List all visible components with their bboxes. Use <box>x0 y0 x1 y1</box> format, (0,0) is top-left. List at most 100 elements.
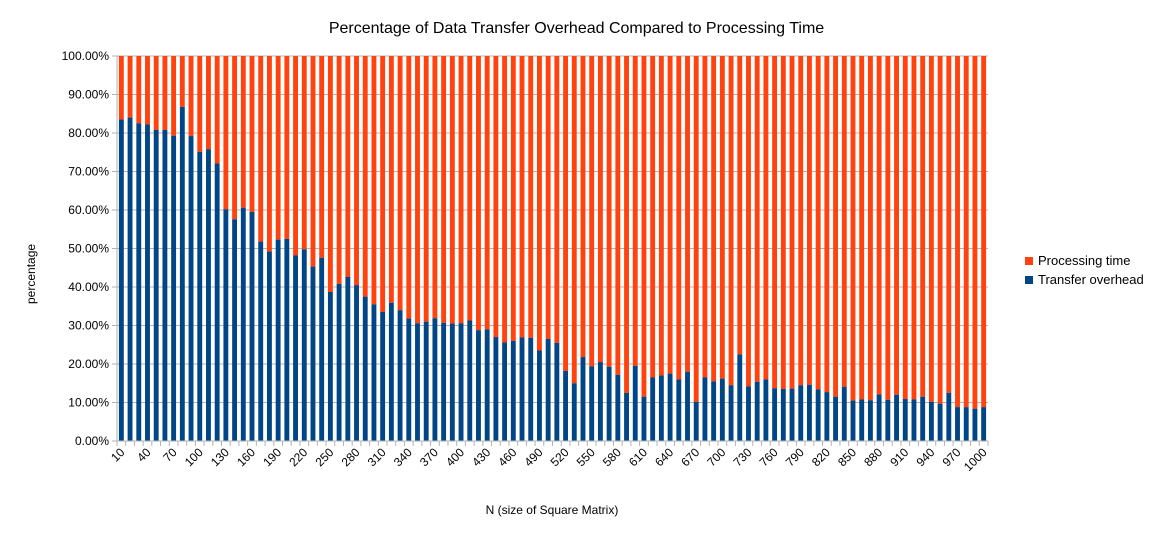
bar-transfer-overhead <box>406 318 412 441</box>
bar-processing-time <box>179 56 185 107</box>
bar-processing-time <box>772 56 778 389</box>
x-tick-label: 250 <box>312 445 336 469</box>
bar-transfer-overhead <box>763 379 769 441</box>
bar-processing-time <box>563 56 569 371</box>
bar-processing-time <box>467 56 473 321</box>
bar-processing-time <box>928 56 934 402</box>
bar-processing-time <box>702 56 708 378</box>
bar-transfer-overhead <box>580 357 586 441</box>
bar-processing-time <box>502 56 508 343</box>
y-tick-label: 80.00% <box>68 126 109 140</box>
bar-processing-time <box>693 56 699 402</box>
bar-processing-time <box>223 56 229 210</box>
bar-processing-time <box>519 56 525 338</box>
bar-processing-time <box>371 56 377 305</box>
bar-transfer-overhead <box>780 389 786 441</box>
x-tick-label: 760 <box>757 445 781 469</box>
x-tick-label: 610 <box>626 445 650 469</box>
bar-processing-time <box>571 56 577 384</box>
bar-transfer-overhead <box>449 323 455 441</box>
y-tick-label: 90.00% <box>68 88 109 102</box>
bar-transfer-overhead <box>310 266 316 441</box>
bar-transfer-overhead <box>510 340 516 441</box>
legend-swatch-transfer-overhead <box>1025 275 1033 284</box>
bar-transfer-overhead <box>937 403 943 441</box>
bar-processing-time <box>510 56 516 341</box>
x-tick-label: 160 <box>234 445 258 469</box>
bar-transfer-overhead <box>702 377 708 441</box>
bar-processing-time <box>266 56 272 252</box>
bar-processing-time <box>380 56 386 313</box>
bar-processing-time <box>449 56 455 324</box>
x-tick-label: 790 <box>783 445 807 469</box>
bar-processing-time <box>153 56 159 130</box>
bar-processing-time <box>615 56 621 375</box>
bar-processing-time <box>737 56 743 355</box>
bar-processing-time <box>972 56 978 409</box>
bar-transfer-overhead <box>484 329 490 441</box>
bar-transfer-overhead <box>223 209 229 441</box>
x-tick-label: 730 <box>731 445 755 469</box>
bar-processing-time <box>214 56 220 164</box>
bar-transfer-overhead <box>624 392 629 441</box>
x-tick-label: 640 <box>652 445 676 469</box>
bar-processing-time <box>432 56 438 319</box>
bar-transfer-overhead <box>266 251 272 441</box>
bar-transfer-overhead <box>179 106 185 441</box>
bar-transfer-overhead <box>841 386 847 441</box>
bar-transfer-overhead <box>275 239 281 441</box>
bar-processing-time <box>920 56 926 397</box>
x-tick-label: 880 <box>861 445 885 469</box>
grid-layer <box>117 55 988 442</box>
chart-title: Percentage of Data Transfer Overhead Com… <box>328 20 825 37</box>
bar-processing-time <box>894 56 899 395</box>
bar-processing-time <box>554 56 560 343</box>
x-tick-label: 910 <box>887 445 911 469</box>
bar-transfer-overhead <box>719 378 725 441</box>
bar-processing-time <box>406 56 412 319</box>
x-tick-label: 70 <box>160 445 180 465</box>
bar-transfer-overhead <box>859 399 865 441</box>
bar-transfer-overhead <box>554 342 560 441</box>
bar-processing-time <box>763 56 769 380</box>
bar-processing-time <box>162 56 168 130</box>
bar-processing-time <box>284 56 290 239</box>
bar-processing-time <box>859 56 865 400</box>
bar-processing-time <box>955 56 960 408</box>
bar-transfer-overhead <box>206 149 211 442</box>
bar-processing-time <box>293 56 298 256</box>
y-tick-label: 40.00% <box>68 280 109 294</box>
bar-processing-time <box>319 56 325 258</box>
bar-processing-time <box>476 56 481 331</box>
y-tick-label: 70.00% <box>68 165 109 179</box>
x-tick-label: 40 <box>134 445 154 465</box>
bar-transfer-overhead <box>345 276 351 441</box>
x-axis-label: N (size of Square Matrix) <box>485 503 619 517</box>
bar-processing-time <box>249 56 255 212</box>
bar-transfer-overhead <box>789 388 795 441</box>
bar-processing-time <box>484 56 490 330</box>
bar-processing-time <box>719 56 725 379</box>
bar-transfer-overhead <box>545 338 551 441</box>
bar-transfer-overhead <box>972 408 978 441</box>
bar-transfer-overhead <box>693 401 699 441</box>
bar-transfer-overhead <box>536 350 542 441</box>
bar-processing-time <box>127 56 133 118</box>
bar-processing-time <box>780 56 786 390</box>
bar-processing-time <box>833 56 839 397</box>
bar-transfer-overhead <box>249 211 255 441</box>
bar-processing-time <box>171 56 177 136</box>
bar-transfer-overhead <box>615 374 621 441</box>
bar-transfer-overhead <box>589 366 595 441</box>
x-tick-label: 580 <box>600 445 624 469</box>
bar-transfer-overhead <box>415 323 420 441</box>
bar-transfer-overhead <box>833 396 839 441</box>
bar-transfer-overhead <box>946 392 952 441</box>
bar-processing-time <box>327 56 333 293</box>
bar-transfer-overhead <box>850 400 856 441</box>
bar-transfer-overhead <box>807 384 812 441</box>
bar-transfer-overhead <box>824 392 830 441</box>
bar-processing-time <box>397 56 403 311</box>
bar-transfer-overhead <box>963 407 969 441</box>
bar-processing-time <box>415 56 420 324</box>
